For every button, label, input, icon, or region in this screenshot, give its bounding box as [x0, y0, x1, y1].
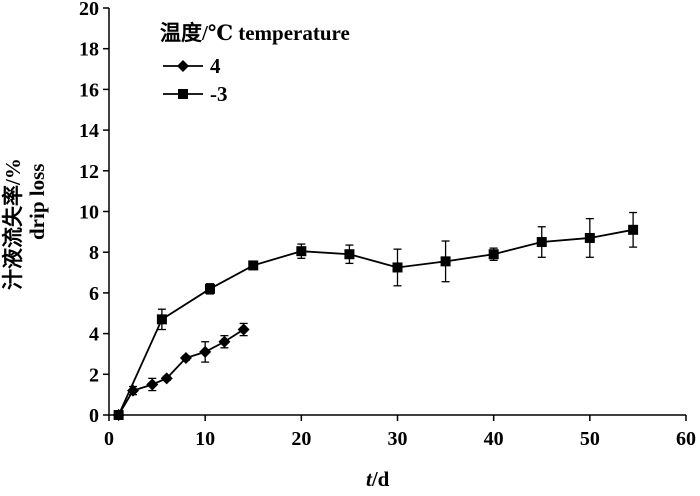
x-axis-title-variable: t: [366, 467, 373, 491]
data-point: [160, 372, 173, 385]
legend-marker: [177, 60, 189, 72]
y-axis-title: 汁液流失率/%: [1, 158, 25, 290]
data-point: [204, 283, 215, 294]
data-point: [392, 262, 403, 273]
x-axis-title: t/d: [366, 467, 390, 491]
x-tick-label: 50: [580, 428, 600, 450]
x-tick-label: 40: [484, 428, 504, 450]
data-point: [237, 323, 250, 336]
data-point: [179, 352, 192, 365]
y-tick-label: 16: [79, 79, 99, 101]
y-tick-label: 10: [79, 202, 99, 224]
legend-marker: [178, 89, 188, 99]
y-tick-label: 4: [89, 324, 99, 346]
data-point: [113, 410, 124, 420]
y-tick-label: 2: [89, 364, 99, 386]
series-layer: [112, 211, 639, 421]
y-tick-label: 6: [89, 283, 99, 305]
legend-label: -3: [210, 82, 228, 106]
legend-title: 温度/℃ temperature: [160, 21, 350, 45]
data-point: [536, 237, 547, 248]
y-tick-label: 14: [79, 120, 99, 142]
legend-label: 4: [210, 54, 221, 78]
y-tick-label: 12: [79, 161, 99, 183]
x-axis-title-unit: /d: [371, 467, 390, 491]
y-tick-label: 18: [79, 39, 99, 61]
legend: 温度/℃ temperature 4 -3: [160, 21, 350, 106]
series-diamond: [112, 322, 250, 421]
data-point: [218, 335, 231, 348]
data-point: [584, 232, 595, 243]
x-tick-label: 60: [676, 428, 696, 450]
series-square: [113, 211, 639, 420]
y-axis-title-zh: 汁液流失率/%: [1, 158, 25, 290]
data-point: [248, 260, 259, 271]
y-axis-title-en: drip loss: [25, 164, 49, 240]
y-tick-label: 20: [79, 0, 99, 20]
series-line: [117, 228, 634, 416]
data-point: [199, 345, 212, 358]
data-point: [628, 224, 639, 235]
data-point: [488, 249, 499, 260]
x-tick-label: 30: [388, 428, 408, 450]
x-tick-label: 20: [291, 428, 311, 450]
axis-ticks: 0 10 20 30 40 50 60 0 2 4 6 8 10 12 14 16 18 20: [79, 0, 696, 450]
data-point: [156, 314, 167, 325]
y-axis-title-en-group: drip loss: [25, 164, 49, 240]
x-tick-label: 10: [195, 428, 215, 450]
data-point: [344, 249, 355, 260]
y-tick-label: 0: [89, 405, 99, 427]
data-point: [296, 246, 307, 257]
x-tick-label: 0: [104, 428, 114, 450]
y-tick-label: 8: [89, 242, 99, 264]
data-point: [146, 378, 159, 391]
data-point: [440, 256, 451, 267]
